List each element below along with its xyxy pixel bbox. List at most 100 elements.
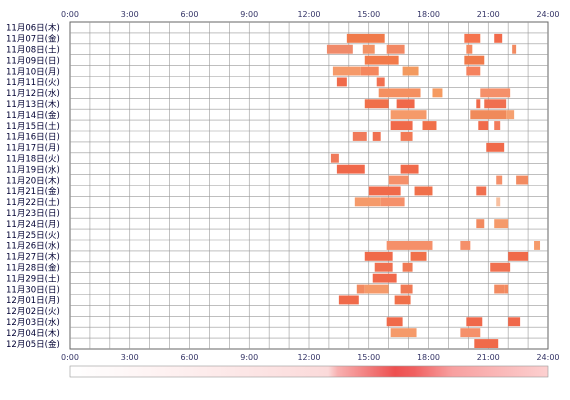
row-label: 11月27日(木) <box>6 252 60 263</box>
activity-segment <box>372 132 381 141</box>
activity-segment <box>372 273 397 283</box>
activity-segment <box>494 284 505 294</box>
x-tick-label: 24:00 <box>536 10 559 19</box>
activity-segment <box>386 241 433 250</box>
activity-segment <box>364 251 393 261</box>
activity-segment <box>484 99 507 109</box>
x-tick-label: 0:00 <box>61 353 79 362</box>
activity-segment <box>466 44 473 54</box>
activity-segment <box>360 66 379 76</box>
row-label: 11月20日(木) <box>6 175 60 186</box>
activity-segment <box>390 328 417 338</box>
activity-segment <box>504 284 509 294</box>
activity-segment <box>374 262 393 272</box>
row-label: 11月15日(土) <box>6 121 60 132</box>
activity-segment <box>380 197 405 207</box>
activity-segment <box>330 153 339 163</box>
activity-segment <box>364 99 389 109</box>
row-label: 11月06日(木) <box>6 23 60 34</box>
x-tick-label: 3:00 <box>121 10 139 19</box>
row-label: 11月19日(水) <box>6 164 60 175</box>
x-tick-label: 21:00 <box>477 10 500 19</box>
activity-segment <box>368 186 401 196</box>
activity-segment <box>354 197 381 207</box>
x-tick-label: 12:00 <box>297 10 320 19</box>
row-label: 11月22日(土) <box>6 197 60 208</box>
x-tick-label: 3:00 <box>121 353 139 362</box>
chart-grid <box>69 21 549 350</box>
activity-segment <box>474 339 499 348</box>
activity-segment <box>356 284 365 294</box>
activity-segment <box>512 44 517 54</box>
row-label: 11月23日(日) <box>6 209 60 219</box>
activity-segment <box>422 121 437 130</box>
activity-segment <box>352 132 367 141</box>
row-label: 11月16日(日) <box>6 133 60 143</box>
x-tick-label: 6:00 <box>181 10 199 19</box>
x-tick-label: 18:00 <box>417 10 440 19</box>
activity-segment <box>464 33 481 43</box>
x-tick-label: 0:00 <box>61 10 79 19</box>
activity-segment <box>336 77 347 87</box>
activity-segment <box>386 44 405 54</box>
row-label: 11月28日(金) <box>6 263 60 274</box>
x-tick-label: 15:00 <box>357 10 380 19</box>
activity-segment <box>508 251 529 261</box>
summary-bar <box>69 365 549 378</box>
activity-segment <box>476 219 485 229</box>
activity-segment <box>332 66 361 76</box>
activity-segment <box>508 317 521 327</box>
activity-segment <box>534 241 541 250</box>
x-tick-label: 12:00 <box>297 353 320 362</box>
activity-segment <box>464 55 485 65</box>
activity-segment <box>390 121 413 130</box>
x-tick-label: 9:00 <box>240 353 258 362</box>
row-label: 11月29日(土) <box>6 273 60 284</box>
row-label: 11月21日(金) <box>6 186 60 197</box>
activity-segment <box>388 175 409 185</box>
top-axis-ticks: 0:00 3:00 6:00 9:00 12:00 15:00 18:00 21:00 24:0… <box>61 10 560 19</box>
activity-segment <box>476 186 487 196</box>
activity-segment <box>400 164 419 174</box>
activity-segment <box>460 328 481 338</box>
activity-segment <box>496 197 501 207</box>
x-tick-label: 15:00 <box>357 353 380 362</box>
row-label: 11月30日(日) <box>6 285 60 295</box>
activity-segment <box>486 142 505 152</box>
row-label: 12月01日(月) <box>6 296 60 306</box>
activity-segment <box>376 77 385 87</box>
row-label: 11月12日(水) <box>6 88 60 99</box>
activity-segment <box>494 219 509 229</box>
activity-segment <box>516 175 529 185</box>
activity-segment <box>326 44 353 54</box>
activity-segment <box>478 121 489 130</box>
row-label: 11月24日(月) <box>6 220 60 230</box>
activity-segment <box>480 88 511 98</box>
activity-segment <box>402 66 419 76</box>
x-tick-label: 18:00 <box>417 353 440 362</box>
row-labels: 11月06日(木)11月07日(金)11月08日(土)11月09日(日)11月1… <box>6 23 60 350</box>
row-label: 12月04日(木) <box>6 328 60 339</box>
x-tick-label: 6:00 <box>181 353 199 362</box>
activity-segment <box>470 110 507 120</box>
activity-segment <box>402 262 413 272</box>
activity-segment <box>432 88 443 98</box>
activity-segment <box>494 33 503 43</box>
bottom-axis-ticks: 0:00 3:00 6:00 9:00 12:00 15:00 18:00 21:00 24:0… <box>61 353 560 362</box>
row-label: 11月18日(火) <box>6 155 60 165</box>
activity-segment <box>378 88 421 98</box>
x-tick-label: 9:00 <box>240 10 258 19</box>
activity-segment <box>494 121 501 130</box>
activity-segment <box>476 99 481 109</box>
row-label: 11月08日(土) <box>6 45 60 56</box>
activity-segment <box>338 295 359 305</box>
row-label: 11月10日(月) <box>6 67 60 77</box>
row-label: 11月25日(火) <box>6 231 60 241</box>
x-tick-label: 21:00 <box>477 353 500 362</box>
activity-segment <box>394 295 411 305</box>
row-label: 12月02日(火) <box>6 307 60 317</box>
row-label: 11月07日(金) <box>6 34 60 45</box>
row-label: 11月17日(月) <box>6 144 60 154</box>
activity-segment <box>362 44 375 54</box>
